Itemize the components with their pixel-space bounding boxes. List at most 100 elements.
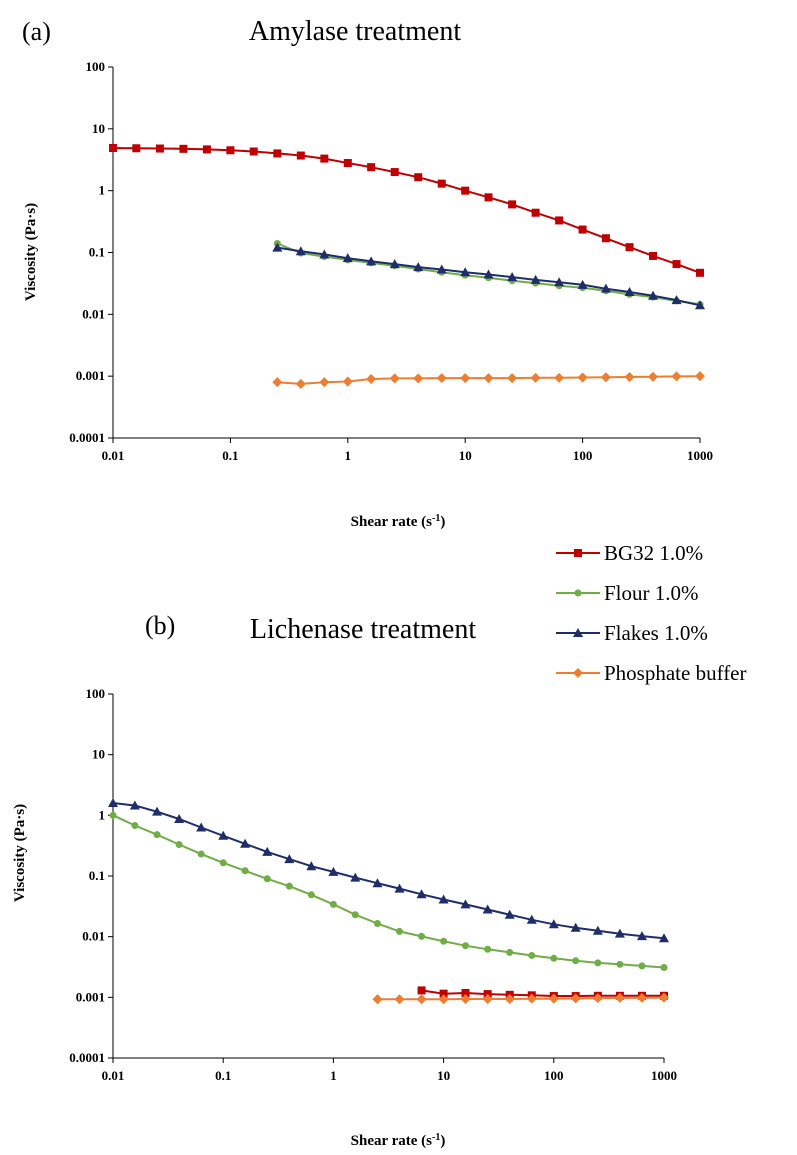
- panel-a-data-point-bg32-1-0: [484, 193, 493, 202]
- panel-b-y-tick-label: 1: [99, 807, 106, 822]
- panel-b-data-point-flakes-1-0: [636, 931, 647, 941]
- panel-b-data-point-phosphate-buffer: [526, 993, 537, 1004]
- panel-b-xlabel: Shear rate (s-1): [351, 1132, 446, 1150]
- panel-a-data-point-phosphate-buffer: [554, 372, 565, 383]
- panel-b-y-tick-label: 10: [92, 747, 105, 762]
- panel-a-data-point-bg32-1-0: [132, 144, 141, 153]
- panel-b-data-point-flakes-1-0: [196, 822, 207, 832]
- panel-a-series-bg32-1-0: [109, 143, 704, 277]
- panel-a-x-tick-label: 10: [459, 448, 472, 463]
- panel-b-data-point-flour-1-0: [329, 900, 337, 908]
- panel-b-data-point-phosphate-buffer: [570, 993, 581, 1004]
- panel-a-data-point-phosphate-buffer: [295, 378, 306, 389]
- panel-b-data-point-flakes-1-0: [152, 806, 163, 816]
- panel-b-series-flour-1-0: [109, 811, 668, 972]
- panel-a-data-point-bg32-1-0: [320, 154, 329, 163]
- legend-swatch-marker: [573, 628, 583, 637]
- panel-b-data-point-flakes-1-0: [262, 846, 273, 856]
- panel-a-data-point-bg32-1-0: [437, 179, 446, 188]
- panel-b-data-point-flakes-1-0: [284, 854, 295, 864]
- panel-b-data-point-phosphate-buffer: [416, 994, 427, 1005]
- panel-b-y-tick-label: 0.1: [89, 868, 105, 883]
- panel-b-data-point-flakes-1-0: [372, 878, 383, 888]
- panel-b-data-point-phosphate-buffer: [548, 993, 559, 1004]
- panel-a-data-point-bg32-1-0: [155, 144, 164, 153]
- panel-a-y-tick-label: 0.001: [76, 368, 105, 383]
- panel-a-x-tick-label: 100: [573, 448, 593, 463]
- panel-b-data-point-flour-1-0: [528, 951, 536, 959]
- panel-b-data-point-flakes-1-0: [570, 922, 581, 932]
- panel-b-series-line-flakes-1-0: [112, 802, 665, 940]
- panel-b-data-point-flour-1-0: [461, 942, 469, 950]
- panel-a-data-point-bg32-1-0: [601, 234, 610, 243]
- panel-b-data-point-phosphate-buffer: [504, 993, 515, 1004]
- panel-b-data-point-flour-1-0: [616, 960, 624, 968]
- panel-b-data-point-flour-1-0: [550, 954, 558, 962]
- panel-a-data-point-flakes-1-0: [507, 272, 518, 282]
- panel-b-data-point-flakes-1-0: [659, 933, 669, 943]
- panel-b-data-point-flakes-1-0: [306, 861, 317, 871]
- panel-a-title: Amylase treatment: [249, 16, 461, 47]
- panel-b-data-point-flakes-1-0: [614, 928, 625, 938]
- panel-b-data-point-flakes-1-0: [460, 899, 471, 909]
- legend-item-bg32-1-0: BG32 1.0%: [556, 541, 703, 565]
- legend-item-phosphate-buffer: Phosphate buffer: [556, 661, 747, 685]
- panel-b-x-tick-label: 0.01: [102, 1068, 125, 1083]
- panel-b-data-point-flakes-1-0: [438, 894, 449, 904]
- panel-b-data-point-phosphate-buffer: [372, 994, 383, 1005]
- panel-a-data-point-flakes-1-0: [624, 286, 635, 296]
- panel-b-data-point-phosphate-buffer: [636, 992, 647, 1003]
- panel-b-plot-area: 0.0001 0.001 0.01 0.1 1 10 100 0.01 0.1 1 10 100 100…: [69, 686, 677, 1083]
- panel-b-x-tick-label: 0.1: [215, 1068, 231, 1083]
- panel-a-data-point-flakes-1-0: [389, 259, 400, 269]
- panel-a-series-flakes-1-0: [272, 242, 705, 310]
- panel-a-data-point-flakes-1-0: [413, 262, 424, 272]
- panel-a-ylabel: Viscosity (Pa·s): [23, 203, 39, 301]
- panel-a-data-point-flakes-1-0: [695, 300, 705, 310]
- panel-b-data-point-flakes-1-0: [482, 904, 493, 914]
- panel-b-data-point-flakes-1-0: [218, 830, 229, 840]
- panel-b-data-point-flour-1-0: [131, 821, 139, 829]
- panel-a-data-point-flakes-1-0: [483, 269, 494, 279]
- panel-a-data-point-flakes-1-0: [436, 264, 447, 274]
- panel-a-data-point-bg32-1-0: [555, 216, 564, 225]
- panel-a-series-line-bg32-1-0: [112, 147, 701, 274]
- panel-a-data-point-flakes-1-0: [671, 295, 682, 305]
- panel-a-data-point-flakes-1-0: [272, 242, 283, 252]
- panel-b-y-tick-label: 0.001: [76, 989, 105, 1004]
- panel-b-data-point-flakes-1-0: [394, 883, 405, 893]
- legend-label: BG32 1.0%: [604, 541, 703, 565]
- panel-a-data-point-phosphate-buffer: [507, 373, 518, 384]
- panel-b-data-point-flour-1-0: [638, 962, 646, 970]
- panel-a-x-tick-label: 0.1: [222, 448, 238, 463]
- panel-b-y-tick-label: 0.01: [82, 929, 105, 944]
- panel-a-data-point-flakes-1-0: [460, 267, 471, 277]
- panel-a-x-tick-label: 1: [345, 448, 352, 463]
- panel-b-data-point-flour-1-0: [153, 831, 161, 839]
- panel-a-data-point-bg32-1-0: [461, 186, 470, 195]
- panel-b-series-phosphate-buffer: [372, 992, 669, 1005]
- panel-a-data-point-flakes-1-0: [554, 277, 565, 287]
- panel-b-data-point-flour-1-0: [418, 932, 426, 940]
- panel-a-data-point-phosphate-buffer: [436, 373, 447, 384]
- panel-b-x-tick-label: 100: [544, 1068, 564, 1083]
- panel-a-xlabel: Shear rate (s-1): [351, 513, 446, 531]
- panel-a-data-point-flakes-1-0: [342, 253, 353, 263]
- panel-b-data-point-flour-1-0: [241, 867, 249, 875]
- panel-b-x-tick-label: 1000: [651, 1068, 677, 1083]
- panel-b-data-point-phosphate-buffer: [438, 994, 449, 1005]
- panel-a-data-point-bg32-1-0: [226, 146, 235, 155]
- panel-a-data-point-phosphate-buffer: [600, 372, 611, 383]
- panel-b-title: Lichenase treatment: [250, 614, 476, 645]
- panel-a-data-point-phosphate-buffer: [413, 373, 424, 384]
- panel-a-data-point-bg32-1-0: [696, 268, 704, 277]
- panel-b-data-point-flakes-1-0: [526, 914, 537, 924]
- panel-a-x-tick-label: 0.01: [102, 448, 125, 463]
- legend-swatch-marker: [574, 589, 582, 597]
- panel-a-data-point-bg32-1-0: [343, 159, 352, 168]
- panel-b-data-point-flour-1-0: [506, 948, 514, 956]
- panel-b-data-point-bg32-1-0: [439, 989, 448, 998]
- panel-b-data-point-flour-1-0: [351, 911, 359, 919]
- panel-b-data-point-phosphate-buffer: [394, 994, 405, 1005]
- panel-b-data-point-flour-1-0: [440, 937, 448, 945]
